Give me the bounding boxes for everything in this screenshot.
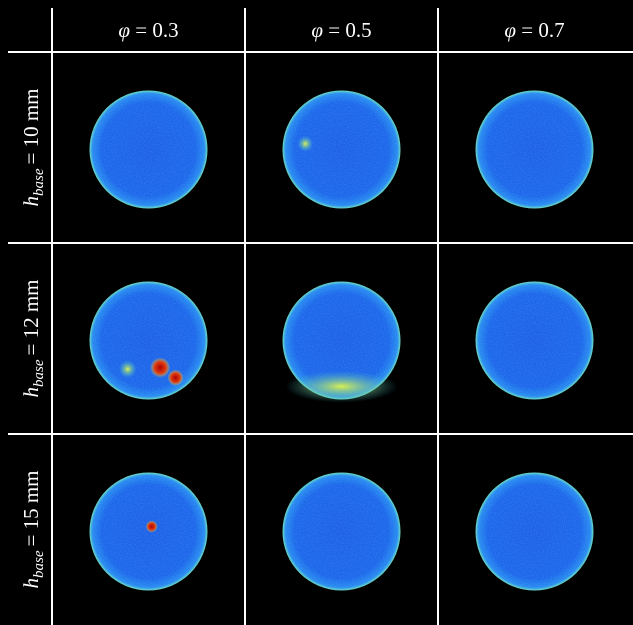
symbol: h [19,578,43,589]
subscript: base [31,168,47,196]
disc-image [476,91,594,209]
subscript: base [31,550,47,578]
disc-texture [476,282,594,400]
value: = 12 mm [19,279,43,355]
hot-spot [286,371,398,403]
symbol: φ [504,18,516,42]
value: = 15 mm [19,470,43,546]
disc-image [283,473,401,591]
disc-image [476,282,594,400]
column-header: φ = 0.7 [504,18,564,42]
value: = 0.7 [521,18,564,42]
figure: φ = 0.3φ = 0.5φ = 0.7hbase= 10 mmhbase= … [0,0,633,625]
disc-image [476,473,594,591]
hot-spot [297,136,313,152]
symbol: h [19,387,43,398]
image-grid [90,91,594,591]
hot-spot [150,358,170,378]
disc-texture [90,282,208,400]
symbol: φ [311,18,323,42]
disc-texture [283,473,401,591]
column-header: φ = 0.3 [118,18,178,42]
hot-spot [146,521,158,533]
disc-image [90,91,208,209]
symbol: φ [118,18,130,42]
disc-image [90,473,208,591]
hot-spot [119,360,137,378]
disc-image [283,91,401,209]
value: = 0.3 [135,18,178,42]
value: = 0.5 [328,18,371,42]
hot-spot [168,370,184,386]
disc-texture [476,473,594,591]
column-header: φ = 0.5 [311,18,371,42]
symbol: h [19,196,43,207]
disc-image [90,282,208,400]
disc-texture [90,91,208,209]
disc-image [283,282,401,403]
disc-texture [476,91,594,209]
subscript: base [31,359,47,387]
value: = 10 mm [19,88,43,164]
